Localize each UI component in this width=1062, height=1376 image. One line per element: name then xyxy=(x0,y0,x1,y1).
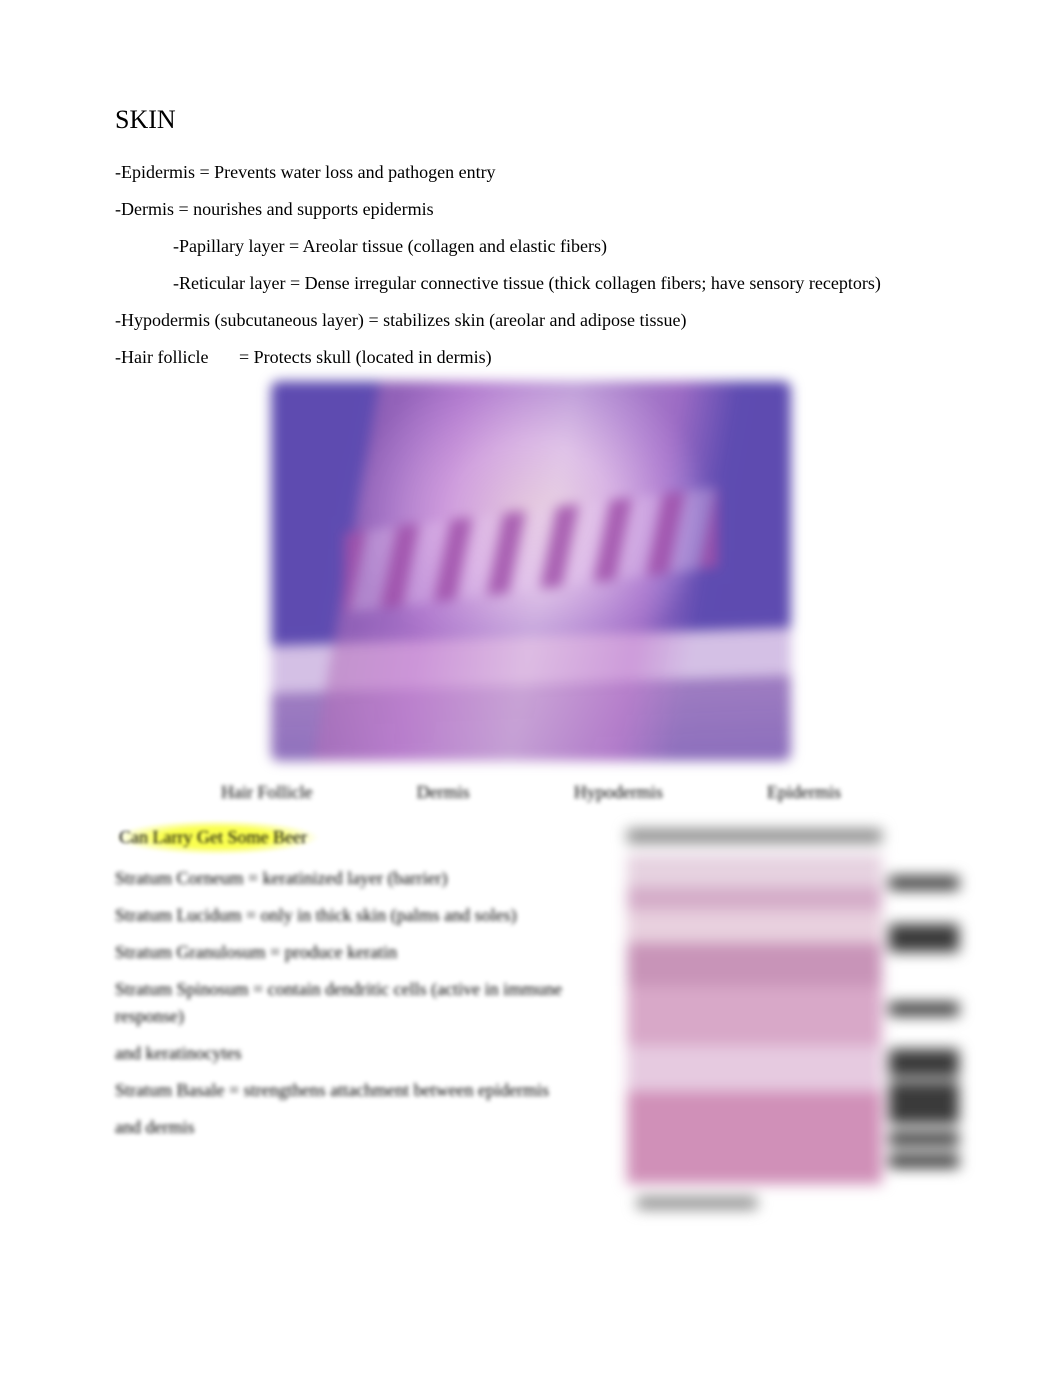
strata-section: Can Larry Get Some Beer Stratum Corneum … xyxy=(115,820,947,1141)
stratum-granulosum: Stratum Granulosum = produce keratin xyxy=(115,939,570,966)
mnemonic-some: Some xyxy=(227,827,268,847)
line-hypodermis: -Hypodermis (subcutaneous layer) = stabi… xyxy=(115,307,947,334)
hair-post: = Protects skull (located in dermis) xyxy=(239,347,492,367)
mnemonic-highlight: Can Larry Get Some Beer xyxy=(115,820,319,855)
page-title: SKIN xyxy=(115,100,947,139)
stratum-spinosum-1: Stratum Spinosum = contain dendritic cel… xyxy=(115,976,570,1030)
line-reticular: -Reticular layer = Dense irregular conne… xyxy=(115,270,947,297)
stratum-basale-2: and dermis xyxy=(115,1114,570,1141)
figure-2-label xyxy=(889,876,959,890)
figure-2-label xyxy=(889,1049,959,1077)
figure-2-label xyxy=(889,1154,959,1168)
figure-2-caption xyxy=(637,1197,757,1209)
line-papillary: -Papillary layer = Areolar tissue (colla… xyxy=(115,233,947,260)
mnemonic-can: Can xyxy=(119,827,148,847)
figure-2-label xyxy=(889,1002,959,1016)
mnemonic-beer: Beer xyxy=(273,827,307,847)
figure-label-hypodermis: Hypodermis xyxy=(574,779,663,806)
line-dermis: -Dermis = nourishes and supports epiderm… xyxy=(115,196,947,223)
figure-2-side-labels xyxy=(889,854,974,1184)
figure-2-label xyxy=(889,1082,959,1124)
figure-2-micrograph xyxy=(627,854,882,1184)
stratum-basale-1: Stratum Basale = strengthens attachment … xyxy=(115,1077,570,1104)
figure-label-epidermis: Epidermis xyxy=(767,779,841,806)
hair-label: -Hair follicle xyxy=(115,344,239,371)
mnemonic-get: Get xyxy=(197,827,223,847)
mnemonic-larry: Larry xyxy=(153,827,193,847)
line-hair-follicle: -Hair follicle= Protects skull (located … xyxy=(115,344,947,371)
stratum-lucidum: Stratum Lucidum = only in thick skin (pa… xyxy=(115,902,570,929)
hypodermis-post: = stabilizes skin (areolar and adipose t… xyxy=(364,310,687,330)
line-epidermis: -Epidermis = Prevents water loss and pat… xyxy=(115,159,947,186)
figure-2-label xyxy=(889,924,959,952)
figure-label-dermis: Dermis xyxy=(417,779,470,806)
stratum-corneum: Stratum Corneum = keratinized layer (bar… xyxy=(115,865,570,892)
figure-1-labels: Hair Follicle Dermis Hypodermis Epidermi… xyxy=(221,779,841,806)
figure-label-hair-follicle: Hair Follicle xyxy=(221,779,312,806)
histology-figure-skin xyxy=(271,381,791,761)
figure-2-label xyxy=(889,1132,959,1146)
histology-figure-epidermis xyxy=(627,824,977,1214)
strata-text-column: Stratum Corneum = keratinized layer (bar… xyxy=(115,865,570,1141)
figure-2-title xyxy=(627,829,882,843)
stratum-spinosum-2: and keratinocytes xyxy=(115,1040,570,1067)
hypodermis-pre: -Hypodermis (subcutaneous layer) xyxy=(115,310,364,330)
